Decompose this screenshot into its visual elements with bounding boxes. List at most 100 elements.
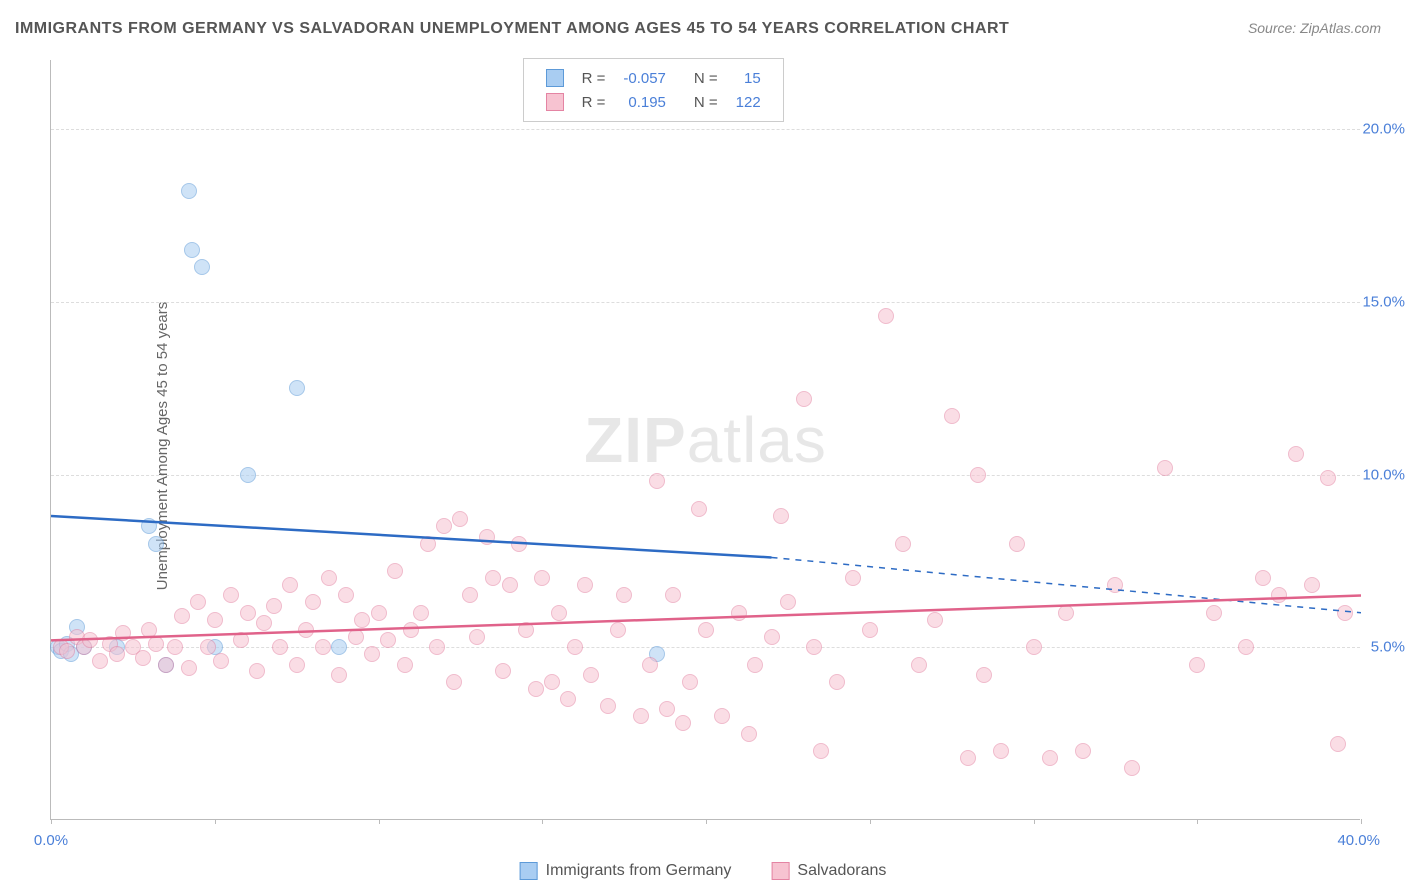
data-point	[642, 657, 658, 673]
data-point	[567, 639, 583, 655]
data-point	[331, 639, 347, 655]
data-point	[233, 632, 249, 648]
data-point	[479, 529, 495, 545]
data-point	[878, 308, 894, 324]
n-label: N =	[676, 91, 726, 113]
data-point	[551, 605, 567, 621]
data-point	[371, 605, 387, 621]
data-point	[993, 743, 1009, 759]
legend-item-germany: Immigrants from Germany	[520, 862, 732, 880]
data-point	[174, 608, 190, 624]
data-point	[1271, 587, 1287, 603]
data-point	[321, 570, 337, 586]
y-tick-label: 10.0%	[1362, 466, 1405, 483]
data-point	[1026, 639, 1042, 655]
data-point	[200, 639, 216, 655]
data-point	[289, 380, 305, 396]
data-point	[1107, 577, 1123, 593]
data-point	[682, 674, 698, 690]
trend-overlay	[51, 60, 1361, 820]
data-point	[731, 605, 747, 621]
data-point	[109, 646, 125, 662]
data-point	[534, 570, 550, 586]
n-label: N =	[676, 67, 726, 89]
x-tick-mark	[1197, 819, 1198, 824]
r-label: R =	[574, 91, 614, 113]
x-tick-mark	[706, 819, 707, 824]
data-point	[927, 612, 943, 628]
data-point	[338, 587, 354, 603]
data-point	[1206, 605, 1222, 621]
data-point	[1075, 743, 1091, 759]
x-tick-mark	[379, 819, 380, 824]
data-point	[348, 629, 364, 645]
data-point	[1320, 470, 1336, 486]
data-point	[528, 681, 544, 697]
data-point	[240, 605, 256, 621]
data-point	[485, 570, 501, 586]
data-point	[436, 518, 452, 534]
data-point	[315, 639, 331, 655]
watermark: ZIPatlas	[584, 403, 827, 477]
data-point	[610, 622, 626, 638]
data-point	[1330, 736, 1346, 752]
x-tick-left: 0.0%	[34, 832, 68, 849]
data-point	[266, 598, 282, 614]
data-point	[213, 653, 229, 669]
data-point	[960, 750, 976, 766]
r-label: R =	[574, 67, 614, 89]
data-point	[1189, 657, 1205, 673]
data-point	[240, 467, 256, 483]
data-point	[1042, 750, 1058, 766]
data-point	[862, 622, 878, 638]
data-point	[1337, 605, 1353, 621]
data-point	[92, 653, 108, 669]
data-point	[1304, 577, 1320, 593]
n-value: 122	[728, 91, 769, 113]
data-point	[403, 622, 419, 638]
data-point	[511, 536, 527, 552]
data-point	[194, 259, 210, 275]
data-point	[544, 674, 560, 690]
data-point	[1058, 605, 1074, 621]
data-point	[698, 622, 714, 638]
x-tick-right: 40.0%	[1337, 832, 1380, 849]
x-tick-mark	[215, 819, 216, 824]
swatch	[546, 93, 564, 111]
gridline	[51, 647, 1360, 648]
legend-item-salvadoran: Salvadorans	[771, 862, 886, 880]
data-point	[970, 467, 986, 483]
data-point	[649, 473, 665, 489]
data-point	[256, 615, 272, 631]
swatch-salvadoran	[771, 862, 789, 880]
gridline	[51, 129, 1360, 130]
data-point	[59, 643, 75, 659]
data-point	[659, 701, 675, 717]
chart-title: IMMIGRANTS FROM GERMANY VS SALVADORAN UN…	[15, 20, 1009, 38]
data-point	[665, 587, 681, 603]
data-point	[829, 674, 845, 690]
data-point	[741, 726, 757, 742]
gridline	[51, 302, 1360, 303]
x-tick-mark	[51, 819, 52, 824]
data-point	[249, 663, 265, 679]
data-point	[462, 587, 478, 603]
data-point	[691, 501, 707, 517]
data-point	[747, 657, 763, 673]
data-point	[289, 657, 305, 673]
data-point	[675, 715, 691, 731]
data-point	[944, 408, 960, 424]
y-tick-label: 15.0%	[1362, 293, 1405, 310]
source-label: Source: ZipAtlas.com	[1248, 20, 1381, 36]
data-point	[452, 511, 468, 527]
data-point	[773, 508, 789, 524]
data-point	[616, 587, 632, 603]
data-point	[413, 605, 429, 621]
data-point	[305, 594, 321, 610]
data-point	[1124, 760, 1140, 776]
stats-legend: R =-0.057N =15R =0.195N =122	[523, 58, 784, 122]
data-point	[148, 536, 164, 552]
data-point	[976, 667, 992, 683]
data-point	[282, 577, 298, 593]
data-point	[714, 708, 730, 724]
